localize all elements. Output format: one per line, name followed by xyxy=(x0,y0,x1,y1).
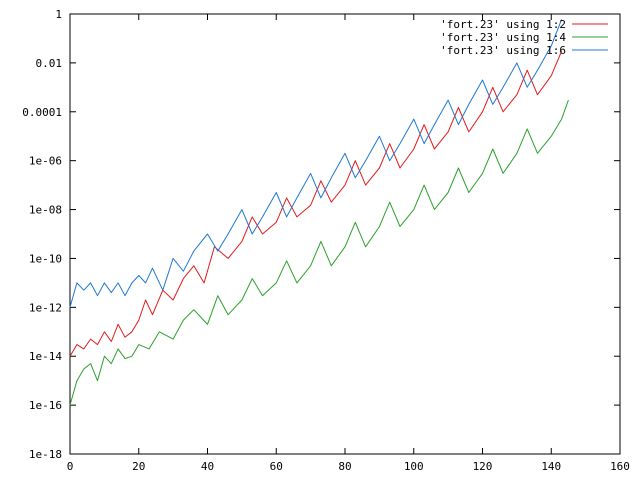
x-tick-label: 160 xyxy=(610,460,630,473)
series-lines xyxy=(69,19,569,406)
legend-label-3: 'fort.23' using 1:6 xyxy=(440,44,566,57)
y-tick-label: 1e-16 xyxy=(29,399,62,412)
series-line-3 xyxy=(69,19,563,308)
y-tick-label: 0.0001 xyxy=(22,106,62,119)
y-tick-label: 0.01 xyxy=(36,57,63,70)
x-tick-label: 80 xyxy=(338,460,351,473)
y-tick-label: 1e-06 xyxy=(29,155,62,168)
series-line-1 xyxy=(69,51,563,357)
legend: 'fort.23' using 1:2'fort.23' using 1:4'f… xyxy=(440,18,608,57)
x-tick-label: 120 xyxy=(473,460,493,473)
x-tick-label: 100 xyxy=(404,460,424,473)
x-tick-label: 40 xyxy=(201,460,214,473)
legend-label-1: 'fort.23' using 1:2 xyxy=(440,18,566,31)
y-tick-label: 1e-14 xyxy=(29,350,62,363)
y-tick-label: 1e-18 xyxy=(29,448,62,461)
x-axis: 0 20 40 60 80 100 120 140 160 xyxy=(67,14,630,473)
x-tick-label: 0 xyxy=(67,460,74,473)
plot-frame xyxy=(69,13,621,455)
y-axis: 1e-18 1e-16 1e-14 1e-12 1e-10 1e-08 1e-06 0.000… xyxy=(22,8,620,461)
y-tick-label: 1 xyxy=(55,8,62,21)
y-tick-label: 1e-10 xyxy=(29,252,62,265)
y-tick-label: 1e-08 xyxy=(29,204,62,217)
x-tick-label: 20 xyxy=(132,460,145,473)
x-tick-label: 140 xyxy=(541,460,561,473)
series-line-2 xyxy=(69,99,569,406)
y-tick-label: 1e-12 xyxy=(29,301,62,314)
x-tick-label: 60 xyxy=(270,460,283,473)
legend-label-2: 'fort.23' using 1:4 xyxy=(440,31,566,44)
